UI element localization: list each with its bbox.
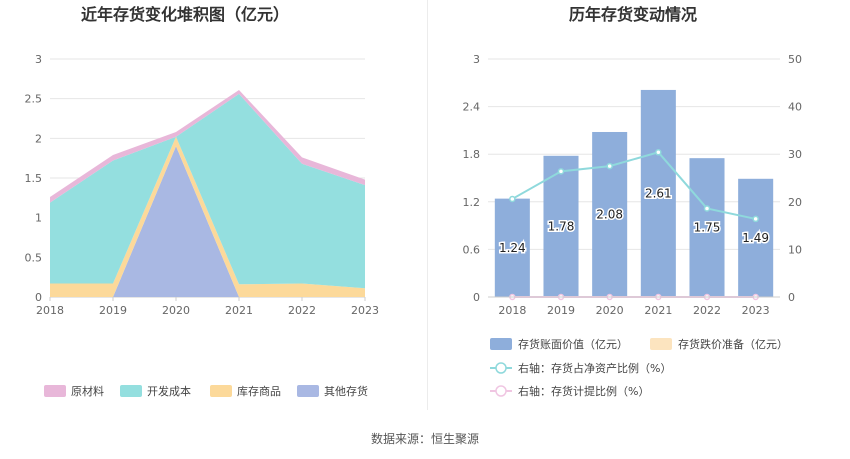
line-point[interactable] xyxy=(557,168,565,175)
y-tick-label: 0.5 xyxy=(25,251,43,264)
legend-swatch[interactable] xyxy=(210,385,232,397)
y-tick-label: 0 xyxy=(473,291,480,304)
bar-2019[interactable] xyxy=(543,155,579,297)
data-source-label: 数据来源：恒生聚源 xyxy=(370,432,479,446)
bar-2020[interactable] xyxy=(592,131,628,297)
y-tick-label: 2.4 xyxy=(463,101,481,114)
y-tick-label: 1.8 xyxy=(463,148,481,161)
x-tick-label: 2020 xyxy=(596,304,624,317)
y2-tick-label: 0 xyxy=(788,291,795,304)
x-tick-label: 2018 xyxy=(36,304,64,317)
bar-2021[interactable] xyxy=(640,89,676,297)
panel-divider xyxy=(427,0,428,410)
x-tick-label: 2019 xyxy=(547,304,575,317)
x-tick-label: 2023 xyxy=(351,304,379,317)
legend-label[interactable]: 库存商品 xyxy=(237,384,281,398)
y-tick-label: 1 xyxy=(35,212,42,225)
legend-label[interactable]: 开发成本 xyxy=(147,384,191,398)
legend-swatch[interactable] xyxy=(297,385,319,397)
bar-2023[interactable] xyxy=(738,178,774,297)
bar-2018[interactable] xyxy=(494,198,530,297)
legend-marker[interactable] xyxy=(495,385,507,397)
legend-label[interactable]: 右轴：存货计提比例（%） xyxy=(518,384,649,398)
chart-title: 历年存货变动情况 xyxy=(569,5,697,24)
x-tick-label: 2021 xyxy=(225,304,253,317)
x-tick-label: 2020 xyxy=(162,304,190,317)
legend-swatch[interactable] xyxy=(490,338,512,350)
legend-swatch[interactable] xyxy=(120,385,142,397)
bar-value-label: 1.24 xyxy=(499,241,526,255)
y2-tick-label: 10 xyxy=(788,243,802,256)
bar-value-label: 1.75 xyxy=(694,221,721,235)
x-tick-label: 2023 xyxy=(742,304,770,317)
y-tick-label: 2 xyxy=(35,132,42,145)
x-tick-label: 2018 xyxy=(498,304,526,317)
area-series-库存商品 xyxy=(50,136,365,297)
area-series-其他存货 xyxy=(50,146,365,297)
legend-swatch[interactable] xyxy=(650,338,672,350)
x-tick-label: 2019 xyxy=(99,304,127,317)
legend-label[interactable]: 原材料 xyxy=(71,384,104,398)
y-tick-label: 3 xyxy=(35,53,42,66)
line-series xyxy=(511,151,756,220)
x-tick-label: 2022 xyxy=(693,304,721,317)
bar-value-label: 1.78 xyxy=(548,219,575,233)
inventory-stacked-area-chart: 近年存货变化堆积图（亿元） 0 0.5 1 1.5 2 2.5 3 2018 2019 2020 20… xyxy=(25,5,380,398)
y-tick-label: 2.5 xyxy=(25,93,43,106)
bar-value-label: 2.61 xyxy=(645,186,672,200)
y2-tick-label: 30 xyxy=(788,148,802,161)
y-tick-label: 3 xyxy=(473,53,480,66)
legend-label[interactable]: 存货账面价值（亿元） xyxy=(518,337,628,351)
line-point[interactable] xyxy=(606,162,613,170)
y-tick-label: 0 xyxy=(35,291,42,304)
legend-marker[interactable] xyxy=(495,362,507,374)
line-point[interactable] xyxy=(703,205,711,212)
inventory-change-bar-chart: 历年存货变动情况00.61.21.82.43010203040501.241.7… xyxy=(463,5,803,398)
chart-title: 近年存货变化堆积图（亿元） xyxy=(81,5,289,24)
y-tick-label: 1.5 xyxy=(25,172,43,185)
bar-2022[interactable] xyxy=(689,158,725,297)
legend-swatch[interactable] xyxy=(44,385,66,397)
bar-value-label: 1.49 xyxy=(742,231,769,245)
legend-label[interactable]: 右轴：存货占净资产比例（%） xyxy=(518,361,671,375)
y2-tick-label: 50 xyxy=(788,53,802,66)
x-tick-label: 2022 xyxy=(288,304,316,317)
line-point[interactable] xyxy=(509,195,516,203)
legend-label[interactable]: 其他存货 xyxy=(324,384,368,398)
y2-tick-label: 40 xyxy=(788,101,802,114)
y-tick-label: 0.6 xyxy=(463,243,481,256)
bar-value-label: 2.08 xyxy=(596,207,623,221)
x-tick-label: 2021 xyxy=(644,304,672,317)
area-series-原材料 xyxy=(50,89,365,203)
legend-label[interactable]: 存货跌价准备（亿元） xyxy=(678,337,788,351)
y2-tick-label: 20 xyxy=(788,196,802,209)
area-series-开发成本 xyxy=(50,93,365,289)
y-tick-label: 1.2 xyxy=(463,196,481,209)
line-point[interactable] xyxy=(655,149,662,156)
line-point[interactable] xyxy=(752,215,759,223)
